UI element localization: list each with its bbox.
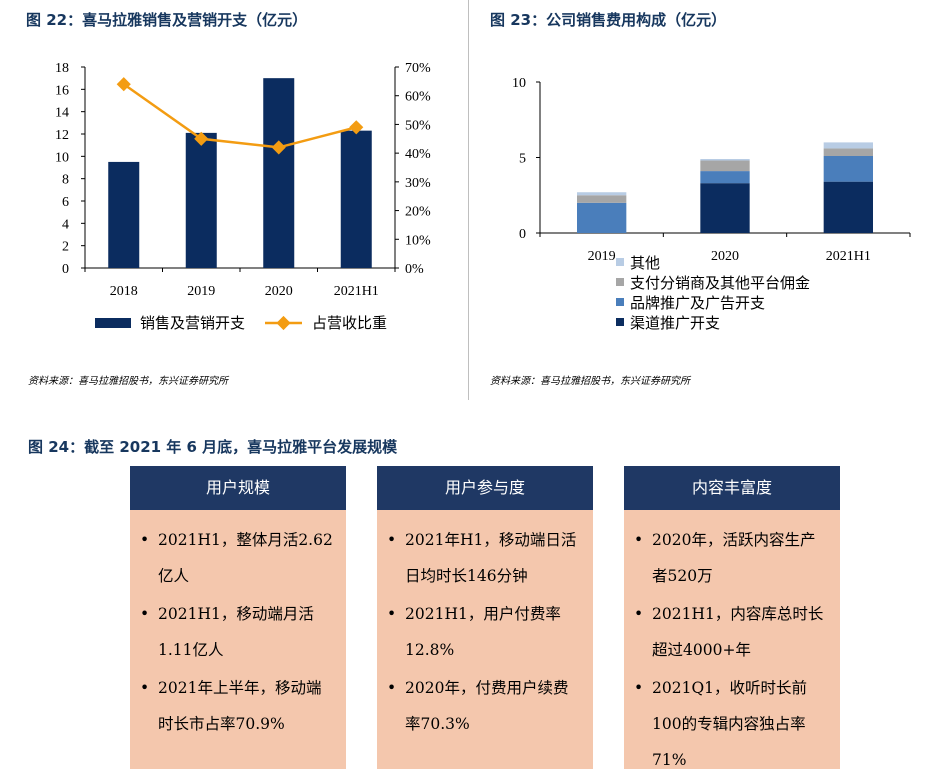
bar (108, 161, 140, 268)
bullet-icon: • (634, 679, 644, 697)
y-tick-label: 5 (519, 152, 526, 167)
y2-tick-label: 30% (405, 176, 431, 191)
panel-header-engagement: 用户参与度 (377, 466, 593, 510)
legend-swatch (616, 278, 624, 286)
bar (263, 78, 295, 268)
stacked-bar-segment (577, 192, 627, 196)
stacked-bar-segment (700, 183, 750, 233)
x-tick-label: 2020 (265, 284, 293, 299)
stacked-bar-segment (700, 159, 750, 161)
list-item: • 2020年，活跃内容生产者520万 (634, 522, 830, 594)
legend-label: 其他 (630, 255, 660, 272)
list-item: • 2021H1，用户付费率12.8% (387, 596, 583, 668)
legend-swatch (616, 258, 624, 266)
panel-header-content-richness: 内容丰富度 (624, 466, 840, 510)
stacked-bar-segment (823, 142, 873, 149)
list-item: • 2021H1，内容库总时长超过4000+年 (634, 596, 830, 668)
fig23-chart: 0 5 10 2019 2020 2021H1 其他支付分销商及其他平台佣金品牌推广及广告开… (512, 76, 911, 332)
panel-body-engagement: • 2021年H1，移动端日活日均时长146分钟 • 2021H1，用户付费率12.… (377, 510, 593, 769)
bullet-icon: • (387, 605, 397, 623)
bullet-icon: • (387, 679, 397, 697)
fig24-title: 图 24：截至 2021 年 6 月底，喜马拉雅平台发展规模 (28, 438, 398, 456)
divider-line (468, 0, 469, 400)
x-tick-label: 2018 (110, 284, 138, 299)
legend-bar-swatch (95, 318, 131, 328)
panel-body-content-richness: • 2020年，活跃内容生产者520万 • 2021H1，内容库总时长超过4000+… (624, 510, 840, 769)
list-item: • 2021Q1，收听时长前100的专辑内容独占率71% (634, 670, 830, 778)
y2-tick-label: 20% (405, 205, 431, 220)
y-tick-label: 10 (55, 150, 69, 165)
bar (340, 130, 372, 268)
stacked-bar-segment (700, 160, 750, 172)
x-tick-label: 2020 (711, 249, 739, 264)
legend-swatch (616, 318, 624, 326)
line-point (271, 140, 286, 155)
panel-body-user-scale: • 2021H1，整体月活2.62亿人 • 2021H1，移动端月活1.11亿人 •… (130, 510, 346, 769)
y2-tick-label: 70% (405, 61, 431, 76)
bar (185, 132, 217, 268)
series-line (123, 83, 357, 149)
y-tick-label: 6 (62, 195, 69, 210)
legend-line-label: 占营收比重 (312, 315, 387, 332)
legend-line-marker (276, 315, 291, 331)
stacked-bar-segment (577, 202, 627, 233)
bullet-icon: • (634, 605, 644, 623)
panel-header-user-scale: 用户规模 (130, 466, 346, 510)
y-tick-label: 14 (55, 106, 69, 121)
list-item: • 2021H1，移动端月活1.11亿人 (140, 596, 336, 668)
stacked-bar-segment (577, 195, 627, 203)
bullet-icon: • (140, 679, 150, 697)
y-tick-label: 16 (55, 83, 69, 98)
list-item: • 2021年H1，移动端日活日均时长146分钟 (387, 522, 583, 594)
fig23-title: 图 23：公司销售费用构成（亿元） (490, 11, 727, 29)
list-item: • 2021年上半年，移动端时长市占率70.9% (140, 670, 336, 742)
y-tick-label: 10 (512, 76, 526, 91)
y2-tick-label: 40% (405, 147, 431, 162)
legend-swatch (616, 298, 624, 306)
bullet-icon: • (387, 531, 397, 549)
bullet-icon: • (634, 531, 644, 549)
stacked-bar-segment (700, 171, 750, 184)
legend-bar-label: 销售及营销开支 (140, 315, 245, 332)
legend-label: 支付分销商及其他平台佣金 (630, 275, 810, 292)
bullet-icon: • (140, 531, 150, 549)
fig22-title: 图 22：喜马拉雅销售及营销开支（亿元） (26, 11, 308, 29)
x-tick-label: 2019 (588, 249, 616, 264)
fig23-source: 资料来源：喜马拉雅招股书，东兴证券研究所 (490, 376, 690, 387)
y2-tick-label: 60% (405, 90, 431, 105)
y-tick-label: 4 (62, 217, 69, 232)
x-tick-label: 2019 (187, 284, 215, 299)
line-point (349, 120, 364, 135)
y2-tick-label: 0% (405, 262, 424, 277)
legend-label: 品牌推广及广告开支 (630, 295, 765, 312)
stacked-bar-segment (823, 155, 873, 182)
y-tick-label: 0 (519, 227, 526, 242)
y-tick-label: 12 (55, 128, 69, 143)
stacked-bar-segment (823, 181, 873, 233)
y-tick-label: 0 (62, 262, 69, 277)
y2-tick-label: 50% (405, 118, 431, 133)
y-tick-label: 18 (55, 61, 69, 76)
x-tick-label: 2021H1 (826, 249, 871, 264)
list-item: • 2020年，付费用户续费率70.3% (387, 670, 583, 742)
list-item: • 2021H1，整体月活2.62亿人 (140, 522, 336, 594)
fig22-chart: 0 2 4 6 8 10 12 14 16 18 0% 10% 20% 30% 40% 50% 60% 70% 20… (55, 61, 431, 332)
legend-label: 渠道推广开支 (630, 315, 720, 332)
bullet-icon: • (140, 605, 150, 623)
line-point (194, 131, 209, 146)
y-tick-label: 8 (62, 173, 69, 188)
stacked-bar-segment (823, 148, 873, 156)
y-tick-label: 2 (62, 240, 69, 255)
fig22-source: 资料来源：喜马拉雅招股书，东兴证券研究所 (28, 376, 228, 387)
x-tick-label: 2021H1 (334, 284, 379, 299)
y2-tick-label: 10% (405, 233, 431, 248)
